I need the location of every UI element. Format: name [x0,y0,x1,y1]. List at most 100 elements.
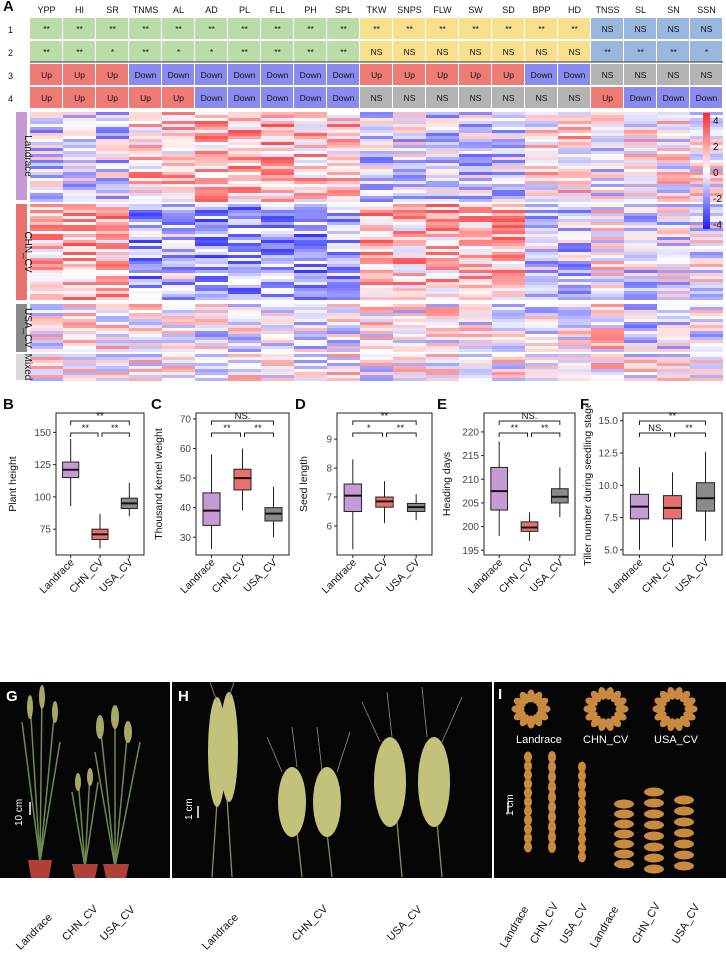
cell-text-r2-tkw: NS [371,47,383,57]
label-h-landrace: Landrace [200,911,241,953]
cell-r4-fll [261,87,293,108]
seeds-illustration [507,687,698,874]
cell-r3-tnms [129,64,161,85]
row-label-1: 1 [8,25,13,35]
cell-r3-hi [63,64,95,85]
trait-label-hd: HD [568,5,581,15]
cell-text-r4-sr: Up [107,93,118,103]
cell-r2-hd [558,41,590,62]
cell-text-r3-spl: Down [333,70,355,80]
sig-label-right: ** [254,423,262,434]
cell-r1-sw [459,18,491,39]
cell-r1-al [162,18,194,39]
cell-text-r1-pl: ** [241,24,248,34]
cell-r1-snps [393,18,425,39]
label-i-landrace-2: Landrace [588,904,622,950]
panel-label-g: G [6,688,18,705]
cell-r3-spl [327,64,359,85]
cell-r1-tnss [591,18,623,39]
cell-r4-ph [294,87,326,108]
sig-bracket-outer [498,420,561,425]
cell-r1-fll [261,18,293,39]
group-label-landrace: Landrace [22,135,33,177]
sig-bracket-left [498,432,528,437]
y-axis-label: Heading days [441,452,453,516]
cell-r4-sw [459,87,491,108]
cell-text-r1-hi: ** [76,24,83,34]
y-tick-1: 40 [180,503,192,514]
trait-label-hi: HI [75,5,84,15]
sig-label-left: ** [223,423,231,434]
wheat-spikes-illustration [197,682,463,878]
cell-r4-sn [657,87,689,108]
cell-r2-fll [261,41,293,62]
panel-label-f: F [580,396,590,413]
cell-text-r3-flw: Up [437,70,448,80]
y-tick-2: 10.0 [599,481,619,492]
cell-r1-tkw [360,18,392,39]
panel-label-b: B [3,396,14,413]
sig-label-right: ** [397,423,405,434]
cell-text-r4-tnms: Up [140,93,151,103]
color-scale-bar [703,113,710,229]
sig-label-outer: NS. [522,411,538,422]
trait-label-tkw: TKW [367,5,388,15]
cell-text-r2-fll: ** [274,47,281,57]
cell-text-r2-sl: ** [637,47,644,57]
y-tick-2: 8 [326,464,332,475]
cell-text-r4-ssn: Down [696,93,718,103]
y-tick-0: 5.0 [604,545,618,556]
cell-text-r3-ph: Down [300,70,322,80]
cell-text-r4-snps: NS [404,93,416,103]
cell-text-r3-bpp: Down [531,70,553,80]
cell-r2-sl [624,41,656,62]
ring-label-usa: USA_CV [654,734,699,746]
panel-label-h: H [178,688,189,705]
ring-label-landrace: Landrace [516,734,562,746]
cell-r4-hd [558,87,590,108]
y-tick-0: 195 [462,546,479,557]
cell-text-r3-sd: Up [503,70,514,80]
y-tick-1: 7.5 [604,513,618,524]
label-i-usa-2: USA_CV [670,901,703,946]
cell-text-r3-tkw: Up [371,70,382,80]
photo-panel-h: H 1 cm [172,682,492,878]
scale-tick-3: -2 [713,194,722,205]
sig-bracket-left [211,432,241,437]
trait-label-sn: SN [667,5,680,15]
sig-bracket-left [639,432,671,437]
cell-r1-hi [63,18,95,39]
cell-r3-sw [459,64,491,85]
group-label-usa_cv: USA_CV [22,308,33,348]
sig-label-outer: ** [381,411,389,422]
cell-r3-ssn [690,64,722,85]
cell-text-r2-flw: NS [437,47,449,57]
sig-bracket-right [101,432,130,437]
sig-bracket-right [244,432,274,437]
heatmap-group-landrace [30,112,723,202]
scale-tick-0: 4 [713,116,719,127]
y-tick-3: 210 [462,475,479,486]
cell-r4-snps [393,87,425,108]
cell-r4-al [162,87,194,108]
cell-text-r1-sl: NS [635,24,647,34]
cell-r3-fll [261,64,293,85]
cell-text-r1-fll: ** [274,24,281,34]
cell-r2-flw [426,41,458,62]
cell-text-r4-ph: Down [300,93,322,103]
cell-text-r2-sn: ** [670,47,677,57]
cell-text-r4-hi: Up [74,93,85,103]
y-tick-5: 220 [462,427,479,438]
cell-text-r2-ph: ** [307,47,314,57]
x-tick-usa-cv: USA_CV [673,557,711,595]
cell-r1-bpp [525,18,557,39]
cell-r3-sd [492,64,524,85]
cell-text-r4-ad: Down [201,93,223,103]
ring-label-chn: CHN_CV [583,734,629,746]
cell-r2-tnss [591,41,623,62]
cell-text-r3-hi: Up [74,70,85,80]
cell-r3-snps [393,64,425,85]
box-landrace [490,466,509,511]
